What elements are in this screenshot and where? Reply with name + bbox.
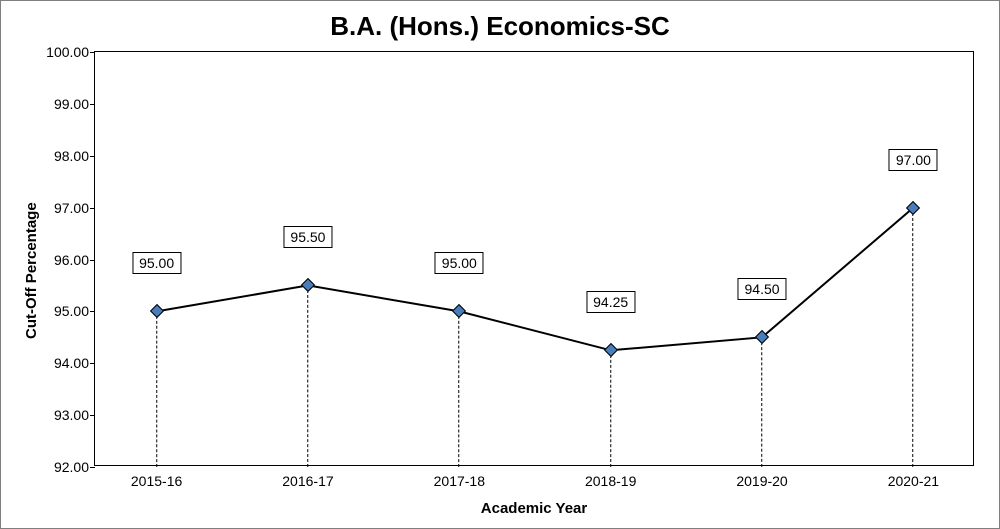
drop-line — [156, 311, 157, 467]
y-tick-label: 95.00 — [54, 303, 89, 319]
chart-container: B.A. (Hons.) Economics-SC Cut-Off Percen… — [0, 0, 1000, 529]
x-tick-label: 2016-17 — [282, 473, 333, 489]
x-tick-label: 2018-19 — [585, 473, 636, 489]
data-label: 97.00 — [889, 149, 938, 171]
y-tick-label: 99.00 — [54, 96, 89, 112]
y-tick-label: 100.00 — [46, 44, 89, 60]
y-tick-mark — [90, 104, 95, 105]
drop-line — [459, 311, 460, 467]
plot-area: 92.0093.0094.0095.0096.0097.0098.0099.00… — [94, 51, 974, 466]
chart-title: B.A. (Hons.) Economics-SC — [1, 11, 999, 42]
data-label: 94.50 — [738, 278, 787, 300]
drop-line — [913, 208, 914, 467]
y-tick-mark — [90, 52, 95, 53]
line-series-svg — [95, 52, 973, 465]
y-tick-mark — [90, 156, 95, 157]
data-label: 95.00 — [132, 252, 181, 274]
x-tick-label: 2017-18 — [434, 473, 485, 489]
data-label: 95.50 — [283, 226, 332, 248]
x-axis-label: Academic Year — [94, 500, 974, 517]
y-tick-mark — [90, 260, 95, 261]
drop-line — [610, 350, 611, 467]
y-tick-label: 97.00 — [54, 200, 89, 216]
x-tick-label: 2015-16 — [131, 473, 182, 489]
y-tick-mark — [90, 208, 95, 209]
data-label: 94.25 — [586, 291, 635, 313]
data-label: 95.00 — [435, 252, 484, 274]
y-axis-label: Cut-Off Percentage — [23, 202, 40, 339]
drop-line — [761, 337, 762, 467]
y-tick-label: 93.00 — [54, 407, 89, 423]
drop-line — [307, 285, 308, 467]
y-tick-label: 94.00 — [54, 355, 89, 371]
y-tick-mark — [90, 363, 95, 364]
x-tick-label: 2020-21 — [888, 473, 939, 489]
x-tick-label: 2019-20 — [736, 473, 787, 489]
y-tick-mark — [90, 467, 95, 468]
y-tick-label: 92.00 — [54, 459, 89, 475]
y-tick-mark — [90, 415, 95, 416]
y-tick-label: 96.00 — [54, 252, 89, 268]
line-series-path — [157, 208, 914, 351]
y-tick-mark — [90, 311, 95, 312]
y-tick-label: 98.00 — [54, 148, 89, 164]
